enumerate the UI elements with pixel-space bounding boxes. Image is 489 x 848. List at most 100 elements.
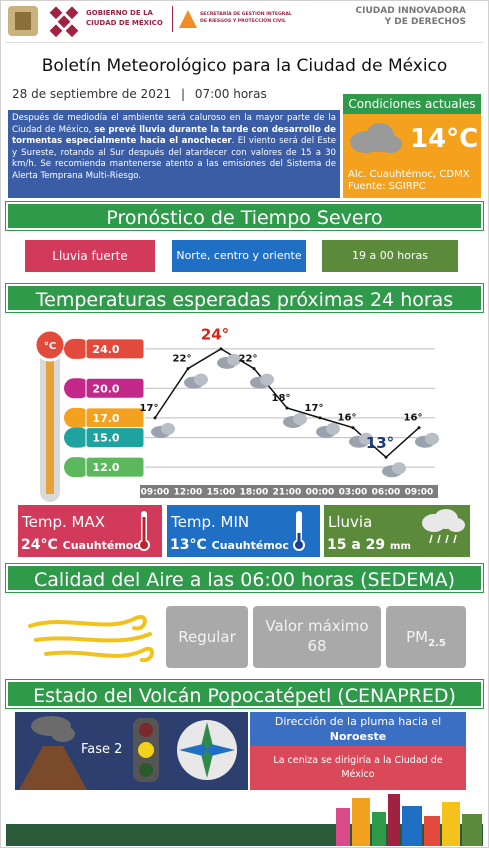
- tick-badge: [64, 378, 90, 399]
- pc-logo: [179, 10, 197, 28]
- section-heading: Estado del Volcán Popocatépetl (CENAPRED…: [6, 680, 483, 708]
- x-tick-label: 15:00: [207, 488, 236, 498]
- cloud: [359, 432, 373, 445]
- header-rule: [6, 42, 483, 43]
- value-label: 16°: [338, 413, 357, 424]
- current-heading: Condiciones actuales: [343, 94, 481, 114]
- summary: Después de mediodía el ambiente será cal…: [8, 110, 340, 198]
- summary-bold: se prevé lluvia durante la tarde con des…: [12, 124, 337, 147]
- cloud: [293, 413, 307, 425]
- secretaria-line: SECRETARÍA DE GESTIÓN INTEGRAL: [200, 12, 292, 17]
- slogan-line: CIUDAD INNOVADORA: [355, 6, 466, 16]
- tick-badge: [64, 338, 90, 359]
- thermometer-fill: [46, 352, 54, 494]
- value: 24°C: [21, 537, 58, 553]
- x-tick-label: 09:00: [405, 488, 434, 498]
- value-label: 24°: [201, 325, 229, 343]
- card-label: Temp. MAX: [22, 513, 105, 531]
- value-label: 16°: [404, 413, 423, 424]
- location: Alc. Cuauhtémoc, CDMX: [348, 169, 470, 180]
- weather-icon: [382, 462, 406, 478]
- summary-text: Después de mediodía el ambiente será cal…: [12, 113, 336, 135]
- thermo-icon: [138, 511, 150, 551]
- current-info: Alc. Cuauhtémoc, CDMX Fuente: SGIRPC: [348, 169, 470, 193]
- card-rain: Lluvia 15 a 29 mm: [324, 505, 470, 557]
- severe-item: 19 a 00 horas: [322, 240, 458, 272]
- value-label: 17°: [305, 403, 324, 414]
- card-value: 15 a 29 mm: [327, 537, 411, 553]
- x-tick-label: 09:00: [141, 488, 170, 498]
- card-max: Temp. MAX 24°C Cuauhtémoc: [18, 505, 162, 557]
- ash-box: La ceniza se dirigiría a la Ciudad de Mé…: [250, 746, 466, 790]
- point: [186, 367, 190, 371]
- cloud: [194, 373, 208, 386]
- tick-box: [85, 456, 145, 478]
- slogan: CIUDAD INNOVADORA Y DE DERECHOS: [330, 6, 466, 28]
- time-axis: [140, 485, 438, 498]
- card-label: Temp. MIN: [171, 513, 250, 531]
- card-value: 13°C Cuauhtémoc: [170, 537, 289, 553]
- weather-icon: [349, 432, 373, 448]
- card-value: 24°C Cuauhtémoc: [21, 537, 140, 553]
- slogan-line: Y DE DERECHOS: [384, 17, 466, 27]
- current-box: [343, 114, 481, 198]
- weather-icon: [283, 413, 307, 428]
- section-heading: Pronóstico de Tiempo Severo: [6, 202, 483, 230]
- point: [252, 367, 256, 371]
- weather-icon: [151, 422, 175, 438]
- tick-box: [85, 427, 145, 449]
- rain-icon: [422, 509, 465, 544]
- y-tick-label: 24.0: [92, 343, 119, 356]
- point: [153, 416, 157, 420]
- unit: mm: [390, 541, 411, 552]
- tick-badge: [64, 407, 90, 428]
- tick-badge: [64, 427, 90, 448]
- secretaria-line: DE RIESGOS Y PROTECCIÓN CIVIL: [200, 19, 286, 24]
- cloud: [260, 373, 274, 386]
- phase: Fase 2: [81, 742, 123, 757]
- gov-name: GOBIERNO DE LA CIUDAD DE MÉXICO: [86, 8, 163, 28]
- section-heading: Temperaturas esperadas próximas 24 horas: [6, 284, 483, 312]
- time: 07:00 horas: [194, 87, 267, 101]
- weather-icon: [217, 353, 241, 369]
- separator: |: [180, 87, 185, 101]
- cloud: [326, 422, 340, 435]
- air-max: Valor máximo 68: [253, 606, 381, 668]
- point: [417, 426, 421, 430]
- source: Fuente: SGIRPC: [348, 181, 426, 192]
- x-tick-label: 06:00: [372, 488, 401, 498]
- point: [318, 416, 322, 420]
- date: 28 de septiembre de 2021: [12, 87, 172, 101]
- volcano-box: Fase 2: [15, 712, 248, 790]
- air-pollutant: PM2.5: [386, 606, 466, 668]
- title: Boletín Meteorológico para la Ciudad de …: [41, 56, 448, 76]
- air-quality: Regular: [166, 606, 248, 668]
- y-tick-label: 15.0: [92, 432, 119, 445]
- x-tick-label: 21:00: [273, 488, 302, 498]
- secretaria: SECRETARÍA DE GESTIÓN INTEGRAL DE RIESGO…: [200, 11, 292, 25]
- severe-item: Lluvia fuerte: [25, 240, 155, 272]
- weather-icon: [415, 432, 439, 448]
- value-label: 18°: [272, 393, 291, 404]
- y-tick-label: 20.0: [92, 382, 119, 395]
- value-label: 22°: [239, 354, 258, 365]
- value-label: 22°: [173, 354, 192, 365]
- thermo-icon: [293, 511, 305, 551]
- temperature-chart: °C 24.0 20.0 17.0 15.0 12.0 09:00 12:00 15:00 18…: [33, 325, 439, 502]
- summary-text: . El viento será del Este y Sureste, rot…: [12, 136, 336, 181]
- plume-direction: Noroeste: [329, 730, 387, 743]
- card-label: Lluvia: [328, 513, 373, 531]
- gov-line: GOBIERNO DE LA: [86, 9, 153, 17]
- x-tick-label: 12:00: [174, 488, 203, 498]
- tick-badge: [64, 457, 90, 478]
- plume-label: Dirección de la pluma hacia el: [274, 715, 442, 728]
- air-max-label: Valor máximo: [265, 617, 369, 635]
- cdmx-logo: [8, 6, 38, 36]
- weather-icon: [316, 422, 340, 438]
- tick-box: [85, 338, 145, 360]
- skyline: [6, 794, 483, 846]
- value: 15 a 29: [327, 537, 386, 553]
- point: [285, 406, 289, 410]
- wind-icon: [28, 614, 154, 663]
- y-tick-label: 12.0: [92, 461, 119, 474]
